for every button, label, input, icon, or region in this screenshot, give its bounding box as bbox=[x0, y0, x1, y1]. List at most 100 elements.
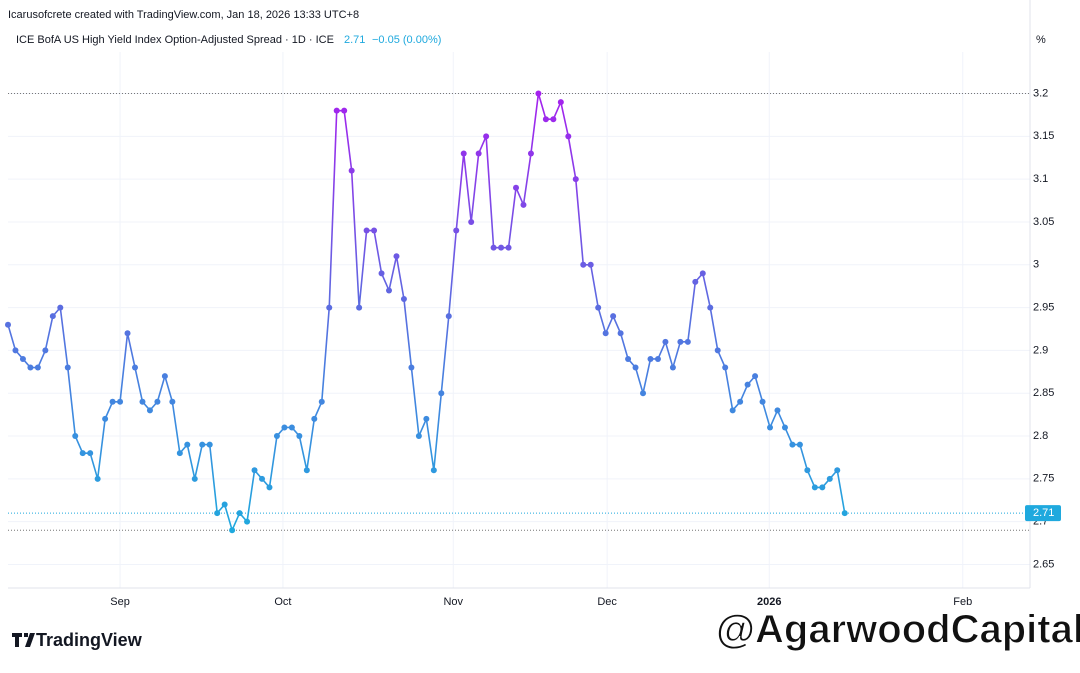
point bbox=[483, 133, 490, 140]
credit: Icarusofcrete created with TradingView.c… bbox=[8, 9, 359, 21]
point bbox=[572, 176, 579, 183]
y-tick-label: 2.75 bbox=[1033, 473, 1054, 485]
point bbox=[132, 364, 139, 371]
legend-change: −0.05 (0.00%) bbox=[372, 34, 441, 46]
point bbox=[737, 398, 744, 405]
logo: TradingView bbox=[36, 630, 143, 650]
point bbox=[333, 107, 340, 114]
point bbox=[595, 304, 602, 311]
price-label-bg bbox=[1025, 505, 1061, 522]
y-tick-label: 2.65 bbox=[1033, 558, 1054, 570]
point bbox=[206, 441, 213, 448]
x-tick-label: Feb bbox=[953, 596, 972, 608]
point bbox=[684, 338, 691, 345]
point bbox=[184, 441, 191, 448]
y-tick-label: 2.85 bbox=[1033, 387, 1054, 399]
point bbox=[34, 364, 41, 371]
point bbox=[490, 244, 497, 251]
y-tick-label: 3.2 bbox=[1033, 87, 1048, 99]
point bbox=[774, 407, 781, 414]
point bbox=[744, 381, 751, 388]
point bbox=[662, 338, 669, 345]
point bbox=[57, 304, 64, 311]
point bbox=[557, 99, 564, 106]
point bbox=[341, 107, 348, 114]
point bbox=[169, 398, 176, 405]
point bbox=[288, 424, 295, 431]
point bbox=[154, 398, 161, 405]
point bbox=[789, 441, 796, 448]
point bbox=[393, 253, 400, 260]
point bbox=[244, 518, 251, 525]
point bbox=[161, 373, 168, 380]
point bbox=[699, 270, 706, 277]
point bbox=[811, 484, 818, 491]
y-tick-label: 2.95 bbox=[1033, 301, 1054, 313]
point bbox=[64, 364, 71, 371]
y-tick-label: 3 bbox=[1033, 259, 1039, 271]
point bbox=[303, 467, 310, 474]
point bbox=[109, 398, 116, 405]
point bbox=[513, 184, 520, 191]
point bbox=[632, 364, 639, 371]
point bbox=[430, 467, 437, 474]
unit: % bbox=[1036, 34, 1046, 46]
point bbox=[273, 433, 280, 440]
point bbox=[796, 441, 803, 448]
y-tick-label: 3.1 bbox=[1033, 173, 1048, 185]
point bbox=[259, 475, 266, 482]
x-tick-label: Oct bbox=[274, 596, 291, 608]
point bbox=[677, 338, 684, 345]
point bbox=[587, 261, 594, 268]
point bbox=[535, 90, 542, 97]
point bbox=[722, 364, 729, 371]
point bbox=[617, 330, 624, 337]
point bbox=[767, 424, 774, 431]
point bbox=[191, 475, 198, 482]
price-label: 2.71 bbox=[1033, 507, 1054, 519]
point bbox=[565, 133, 572, 140]
x-tick-label: Nov bbox=[443, 596, 463, 608]
point bbox=[692, 278, 699, 285]
logo-icon bbox=[12, 633, 35, 647]
point bbox=[826, 475, 833, 482]
point bbox=[468, 218, 475, 225]
x-tick-label: Sep bbox=[110, 596, 130, 608]
point bbox=[453, 227, 460, 234]
point bbox=[356, 304, 363, 311]
y-tick-label: 2.9 bbox=[1033, 344, 1048, 356]
point bbox=[640, 390, 647, 397]
point bbox=[752, 373, 759, 380]
point bbox=[229, 527, 236, 534]
point bbox=[505, 244, 512, 251]
point bbox=[363, 227, 370, 234]
point bbox=[124, 330, 131, 337]
point bbox=[371, 227, 378, 234]
point bbox=[5, 321, 11, 328]
y-tick-label: 3.15 bbox=[1033, 130, 1054, 142]
point bbox=[729, 407, 736, 414]
point bbox=[460, 150, 467, 157]
point bbox=[94, 475, 101, 482]
point bbox=[146, 407, 153, 414]
legend: ICE BofA US High Yield Index Option-Adju… bbox=[16, 34, 334, 46]
point bbox=[42, 347, 49, 354]
point bbox=[438, 390, 445, 397]
point bbox=[445, 313, 452, 320]
point bbox=[550, 116, 557, 123]
point bbox=[72, 433, 79, 440]
point bbox=[580, 261, 587, 268]
point bbox=[475, 150, 482, 157]
point bbox=[27, 364, 34, 371]
point bbox=[12, 347, 19, 354]
point bbox=[348, 167, 355, 174]
point bbox=[236, 510, 243, 517]
point bbox=[251, 467, 258, 474]
point bbox=[296, 433, 303, 440]
point bbox=[819, 484, 826, 491]
point bbox=[281, 424, 288, 431]
point bbox=[386, 287, 393, 294]
point bbox=[707, 304, 714, 311]
point bbox=[221, 501, 228, 508]
